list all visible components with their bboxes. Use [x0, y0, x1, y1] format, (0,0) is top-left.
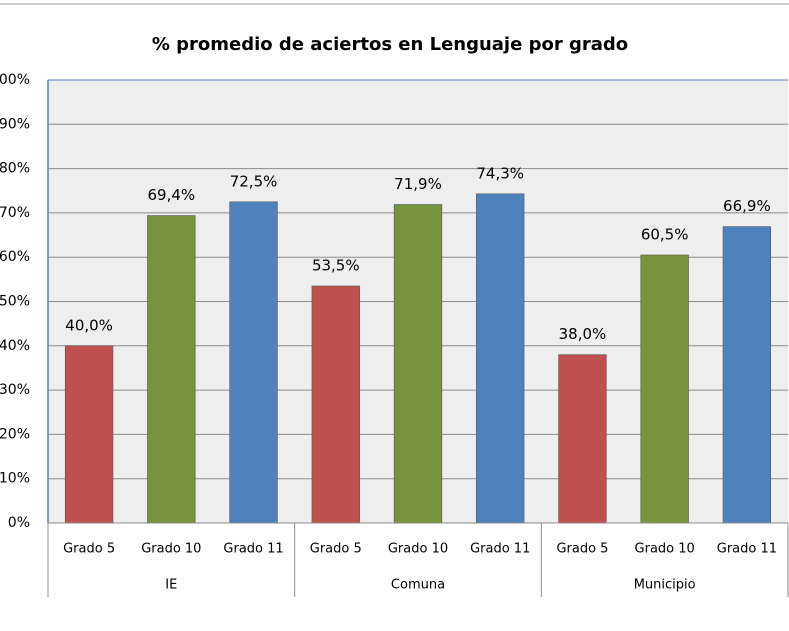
y-tick-label: 60%: [0, 249, 30, 265]
y-tick-label: 20%: [0, 426, 30, 442]
y-tick-label: 100%: [0, 72, 30, 88]
x-tick-label: Grado 11: [717, 542, 777, 557]
data-label: 72,5%: [230, 172, 278, 190]
data-label: 60,5%: [641, 225, 689, 243]
bar: [558, 354, 607, 524]
y-tick-label: 10%: [0, 471, 30, 487]
x-tick-label: Grado 5: [310, 542, 362, 557]
bar: [147, 215, 196, 524]
data-label: 38,0%: [559, 325, 607, 343]
x-tick-label: Grado 10: [635, 542, 695, 557]
bar: [229, 201, 278, 524]
y-tick-label: 90%: [0, 116, 30, 132]
y-tick-label: 80%: [0, 161, 30, 177]
x-tick-label: Grado 11: [223, 542, 283, 557]
bar: [311, 285, 360, 524]
bar: [722, 226, 772, 524]
bar: [393, 204, 443, 524]
group-label: Municipio: [634, 578, 696, 593]
chart-title: % promedio de aciertos en Lenguaje por g…: [152, 34, 628, 55]
x-tick-label: Grado 10: [141, 542, 201, 557]
x-tick-label: Grado 10: [388, 542, 448, 557]
data-label: 69,4%: [148, 186, 196, 204]
y-tick-label: 70%: [0, 205, 30, 221]
bar: [64, 345, 114, 524]
data-label: 71,9%: [394, 175, 442, 193]
bar: [476, 193, 525, 524]
group-label: IE: [165, 578, 177, 593]
bar: [640, 254, 689, 524]
data-label: 74,3%: [476, 164, 524, 182]
x-tick-label: Grado 5: [63, 542, 115, 557]
y-tick-label: 0%: [8, 515, 30, 531]
y-tick-label: 40%: [0, 338, 30, 354]
y-tick-label: 30%: [0, 382, 30, 398]
data-label: 53,5%: [312, 256, 360, 274]
x-tick-label: Grado 5: [556, 542, 608, 557]
data-label: 40,0%: [65, 316, 113, 334]
y-tick-label: 50%: [0, 294, 30, 310]
group-label: Comuna: [391, 578, 445, 593]
data-label: 66,9%: [723, 197, 771, 215]
x-tick-label: Grado 11: [470, 542, 530, 557]
